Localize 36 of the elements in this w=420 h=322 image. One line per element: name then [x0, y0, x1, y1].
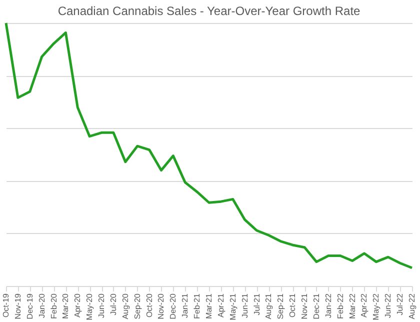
- x-tick-label: May-22: [372, 292, 381, 320]
- x-tick-label: Jul-22: [396, 292, 405, 316]
- x-tick-label: Apr-21: [216, 292, 226, 318]
- x-tick-label: Oct-21: [288, 292, 298, 318]
- x-tick-label: Jul-20: [108, 292, 118, 316]
- x-tick-label: Jan-22: [324, 292, 333, 318]
- x-tick-label: Dec-19: [25, 292, 34, 320]
- x-tick-label: May-20: [85, 292, 94, 320]
- x-tick-label: Nov-21: [300, 292, 310, 320]
- x-tick-label: Aug-21: [264, 292, 274, 320]
- x-tick-label: Aug-22: [408, 292, 416, 320]
- x-tick-label: Feb-20: [49, 292, 58, 319]
- x-tick-label: Nov-19: [13, 292, 22, 320]
- x-tick-label: Sep-21: [276, 292, 286, 320]
- x-tick-label: Jan-21: [180, 292, 190, 318]
- x-tick-label: Jun-21: [240, 292, 250, 318]
- x-tick-label: Mar-21: [204, 292, 214, 319]
- x-tick-label: Jun-22: [384, 292, 393, 318]
- x-tick-label: Apr-22: [360, 292, 369, 318]
- x-tick-label: Feb-22: [336, 292, 345, 319]
- x-tick-label: Dec-21: [312, 292, 321, 320]
- x-tick-label: Mar-22: [348, 292, 357, 319]
- x-tick-label: Oct-20: [144, 292, 154, 318]
- x-tick-label: Jul-21: [252, 292, 262, 316]
- x-tick-label: Aug-20: [120, 292, 130, 320]
- x-tick-label: Sep-20: [132, 292, 142, 320]
- x-tick-label: Apr-20: [73, 292, 82, 318]
- x-tick-label: Jan-20: [37, 292, 46, 318]
- x-tick-label: Dec-20: [168, 292, 178, 320]
- x-tick-label: May-21: [228, 292, 238, 320]
- x-tick-label: Jun-20: [97, 292, 106, 318]
- chart-title: Canadian Cannabis Sales - Year-Over-Year Growth Rate: [58, 4, 361, 18]
- x-tick-label: Nov-20: [156, 292, 166, 320]
- x-tick-label: Mar-20: [61, 292, 70, 319]
- x-tick-label: Oct-19: [2, 292, 10, 318]
- x-tick-label: Feb-21: [192, 292, 202, 319]
